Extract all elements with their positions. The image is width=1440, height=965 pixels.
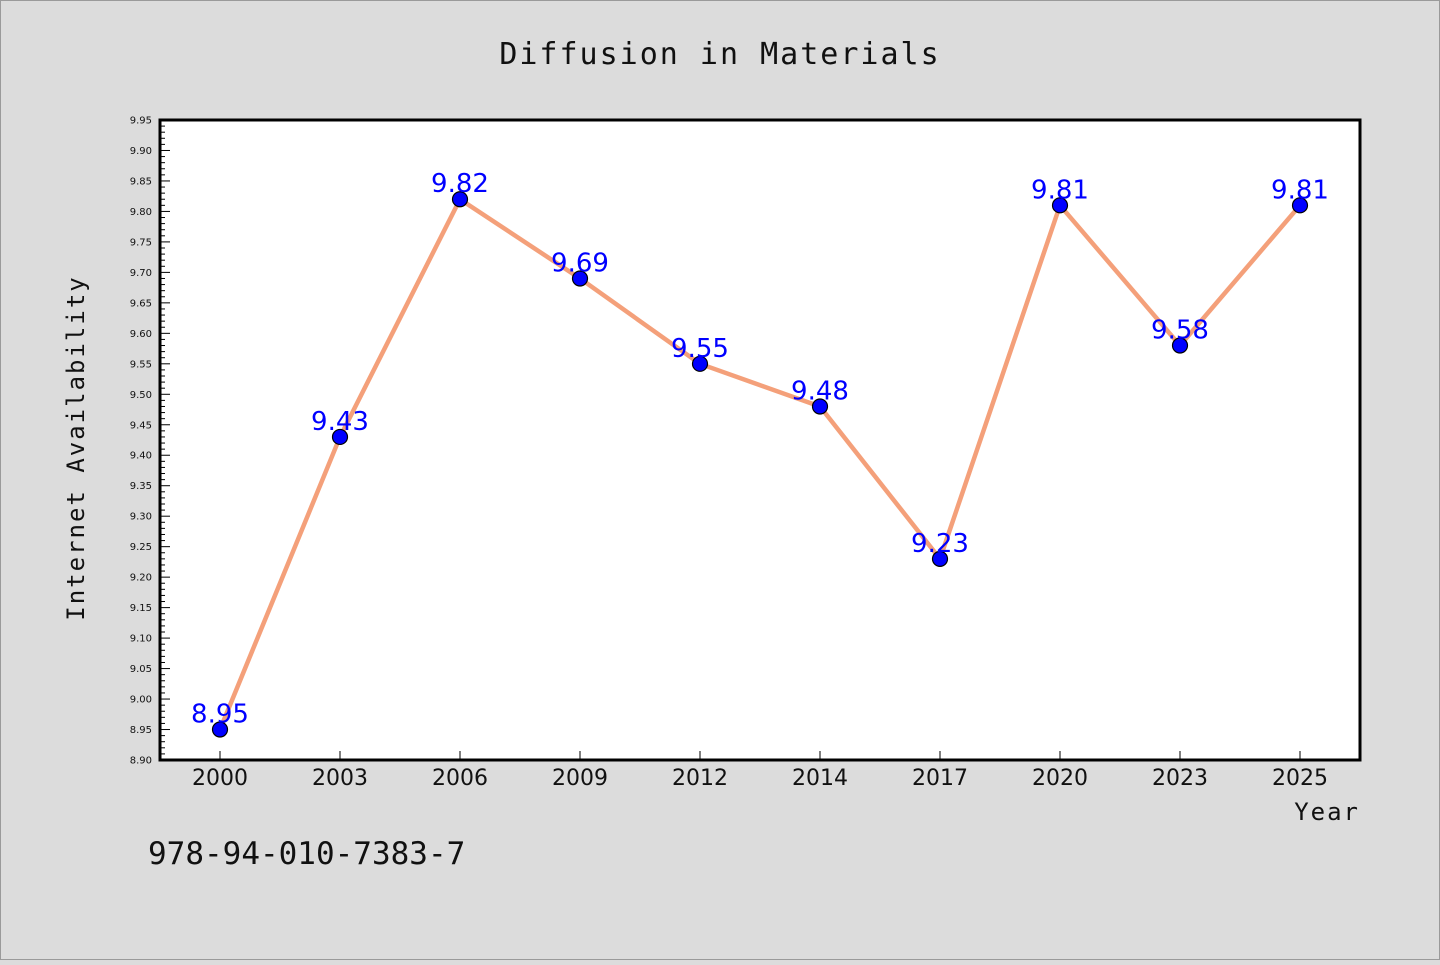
y-tick-label: 9.20 [130,573,152,584]
y-tick-label: 9.25 [130,542,152,553]
y-tick-label: 9.45 [130,420,152,431]
y-tick-label: 9.70 [130,268,152,279]
y-tick-label: 9.35 [130,481,152,492]
data-label: 9.43 [311,407,369,437]
y-tick-label: 9.00 [130,695,152,706]
data-point [331,428,349,446]
data-label: 9.48 [791,376,849,406]
y-tick-label: 9.05 [130,664,152,675]
data-point [1291,197,1309,214]
y-tick-label: 9.50 [130,390,152,401]
data-label: 9.82 [431,169,489,199]
isbn-annotation: 978-94-010-7383-7 [148,836,465,872]
y-tick-label: 9.40 [130,451,152,462]
data-point [451,191,469,208]
plot-frame [158,118,1362,762]
data-label: 9.58 [1151,316,1209,346]
y-tick-label: 9.95 [130,116,152,127]
y-tick-label: 8.95 [130,725,152,736]
y-tick-label: 9.75 [130,237,152,248]
y-tick-label: 8.90 [130,756,152,767]
data-label: 9.23 [911,529,969,559]
series-line [217,196,1303,732]
data-label: 9.55 [671,334,729,364]
x-tick-label: 2025 [1272,766,1328,791]
y-tick-label: 9.80 [130,207,152,218]
x-tick-label: 2003 [312,766,368,791]
series-line-group [217,196,1303,732]
data-label: 9.69 [551,248,609,278]
y-tick-label: 9.30 [130,512,152,523]
y-axis-title: Internet Availability [62,275,90,620]
chart-title: Diffusion in Materials [499,37,940,72]
x-tick-label: 2023 [1152,766,1208,791]
data-labels: 8.95 9.43 9.82 9.69 9.55 9.48 9.23 9.81 9.58 9.81 [191,169,1329,729]
data-point [571,270,589,287]
data-point [811,398,829,415]
data-label: 9.81 [1031,175,1089,205]
x-tick-label: 2006 [432,766,488,791]
y-axis: 8.90 8.95 9.00 9.05 9.10 9.15 9.20 9.25 9.30 9.35… [130,116,170,767]
data-point [931,550,949,567]
x-tick-label: 2017 [912,766,968,791]
y-tick-label: 9.55 [130,359,152,370]
y-tick-label: 9.90 [130,146,152,157]
data-point [1171,337,1189,354]
y-tick-label: 9.85 [130,176,152,187]
x-axis: 2000 2003 2006 2009 2012 2014 2017 2020 2023 2025 [192,751,1328,791]
data-point [211,721,229,738]
data-point [691,355,709,372]
data-label: 9.81 [1271,175,1329,205]
x-tick-label: 2014 [792,766,848,791]
data-point [1051,197,1069,214]
x-tick-label: 2009 [552,766,608,791]
x-axis-title: Year [1294,798,1360,826]
y-tick-label: 9.60 [130,329,152,340]
y-tick-label: 9.15 [130,603,152,614]
y-tick-label: 9.65 [130,298,152,309]
data-label: 8.95 [191,700,249,730]
x-tick-label: 2012 [672,766,728,791]
y-tick-label: 9.10 [130,634,152,645]
plot-area [160,120,1360,760]
x-tick-label: 2020 [1032,766,1088,791]
data-points [211,191,1309,738]
x-tick-label: 2000 [192,766,248,791]
